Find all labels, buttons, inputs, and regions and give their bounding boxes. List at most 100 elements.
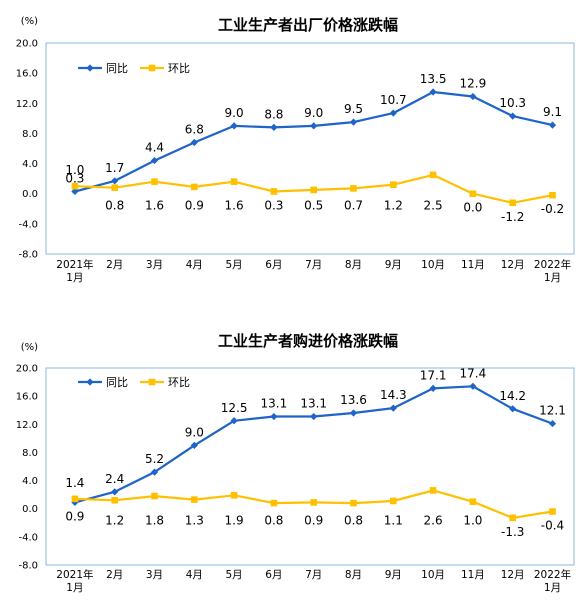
y-tick-label: 12.0 <box>16 99 38 110</box>
y-tick-label: 8.0 <box>22 129 38 140</box>
series-1-point <box>310 122 318 130</box>
data-label: 14.3 <box>380 388 407 402</box>
plot-border <box>45 42 575 255</box>
data-label: 0.8 <box>344 514 363 528</box>
x-tick-label: 12月 <box>501 259 525 271</box>
x-tick-label: 5月 <box>226 259 243 271</box>
series-2-point <box>151 492 158 500</box>
x-tick-label: 4月 <box>186 259 203 271</box>
data-label: 1.6 <box>145 199 164 213</box>
x-tick-label: 2022年 1月 <box>534 568 571 594</box>
series-2-point <box>191 183 198 191</box>
data-label: -1.3 <box>501 525 524 539</box>
data-label: 2.4 <box>105 472 124 486</box>
series-2-point <box>71 182 79 190</box>
data-label: 12.5 <box>221 401 248 415</box>
legend-marker <box>86 378 94 386</box>
data-label: 1.0 <box>65 163 84 177</box>
x-tick-label: 3月 <box>146 569 163 581</box>
x-tick-label: 4月 <box>186 569 203 581</box>
series-2-point <box>270 188 278 195</box>
legend-marker <box>148 64 156 72</box>
legend-marker <box>148 378 156 386</box>
series-2-point <box>509 514 516 522</box>
series-2-point <box>509 199 516 207</box>
series-1-point <box>469 92 477 101</box>
legend-label: 同比 <box>106 62 128 75</box>
series-2-point <box>350 499 357 507</box>
data-label: 1.2 <box>105 514 124 528</box>
series-1-point <box>548 419 557 428</box>
series-1-point <box>310 412 318 421</box>
chart-1: 工业生产者出厂价格涨跌幅 (%) 20.0 16.0 12.0 8.0 4.0 0.0 -4.0… <box>16 16 575 284</box>
data-label: 10.7 <box>380 93 407 107</box>
y-tick-label: 4.0 <box>22 476 38 487</box>
x-tick-label: 10月 <box>421 569 445 581</box>
data-label: 0.7 <box>344 199 363 213</box>
series-2-point <box>230 492 238 499</box>
data-label: 0.5 <box>304 199 323 213</box>
series-1-point <box>389 404 397 412</box>
series-1-point <box>548 121 557 129</box>
data-label: 1.9 <box>225 514 244 528</box>
y-tick-label: 16.0 <box>16 69 38 80</box>
series-2-point <box>469 190 477 198</box>
x-tick-label: 2月 <box>106 259 123 271</box>
series-2-point <box>390 497 397 505</box>
x-tick-label: 9月 <box>385 259 402 271</box>
y-tick-label: -4.0 <box>18 532 38 543</box>
x-tick-label: 2021年 1月 <box>56 568 93 594</box>
data-label: 13.1 <box>300 397 327 411</box>
x-tick-label: 8月 <box>345 259 362 271</box>
data-label: 13.1 <box>261 397 288 411</box>
data-label: 9.5 <box>344 102 363 116</box>
data-label: -0.4 <box>541 519 564 533</box>
series-1-point <box>509 112 517 120</box>
y-tick-label: 12.0 <box>16 420 38 431</box>
y-tick-label: -8.0 <box>18 250 38 261</box>
data-label: 0.3 <box>264 199 283 213</box>
y-tick-label: 20.0 <box>16 39 38 50</box>
series-1-point <box>469 382 477 390</box>
x-tick-label: 2月 <box>106 569 123 581</box>
chart-title: 工业生产者出厂价格涨跌幅 <box>218 16 398 34</box>
series-1-point <box>111 177 119 185</box>
y-tick-label: -4.0 <box>18 219 38 230</box>
series-1-point <box>71 187 79 196</box>
data-label: 17.1 <box>420 368 447 382</box>
x-tick-label: 9月 <box>385 569 402 581</box>
data-label: 9.0 <box>225 106 244 120</box>
x-tick-label: 2021年 1月 <box>56 258 93 284</box>
series-2-point <box>151 178 158 185</box>
data-label: 9.0 <box>304 106 323 120</box>
data-label: 6.8 <box>185 122 204 136</box>
data-label: 1.6 <box>225 199 244 213</box>
data-label: 1.1 <box>384 514 403 528</box>
data-label: 1.4 <box>65 476 84 490</box>
y-tick-label: 16.0 <box>16 392 38 403</box>
series-2-point <box>111 496 118 504</box>
data-label: 0.9 <box>304 514 323 528</box>
y-unit-label: (%) <box>21 16 38 27</box>
data-label: 0.8 <box>264 514 283 528</box>
x-tick-label: 11月 <box>461 259 485 271</box>
data-label: 1.3 <box>185 514 204 528</box>
series-2-point <box>390 181 397 188</box>
series-2-point <box>350 185 357 192</box>
series-1-point <box>509 405 517 413</box>
data-label: 1.0 <box>463 514 482 528</box>
legend-marker <box>86 64 94 72</box>
data-label: -0.2 <box>541 202 564 216</box>
data-label: 12.9 <box>460 77 487 91</box>
legend-label: 环比 <box>168 376 190 389</box>
y-tick-label: 0.0 <box>22 504 38 515</box>
series-2-point <box>310 186 317 194</box>
y-unit-label: (%) <box>21 342 38 353</box>
chart-title: 工业生产者购进价格涨跌幅 <box>218 332 398 350</box>
data-label: 0.3 <box>65 171 84 185</box>
y-tick-label: 8.0 <box>22 448 38 459</box>
x-tick-label: 7月 <box>305 569 322 581</box>
chart-2: 工业生产者购进价格涨跌幅 (%) 20.0 16.0 12.0 8.0 4.0 0.0 -4.0… <box>16 332 575 594</box>
y-tick-label: -8.0 <box>18 561 38 572</box>
